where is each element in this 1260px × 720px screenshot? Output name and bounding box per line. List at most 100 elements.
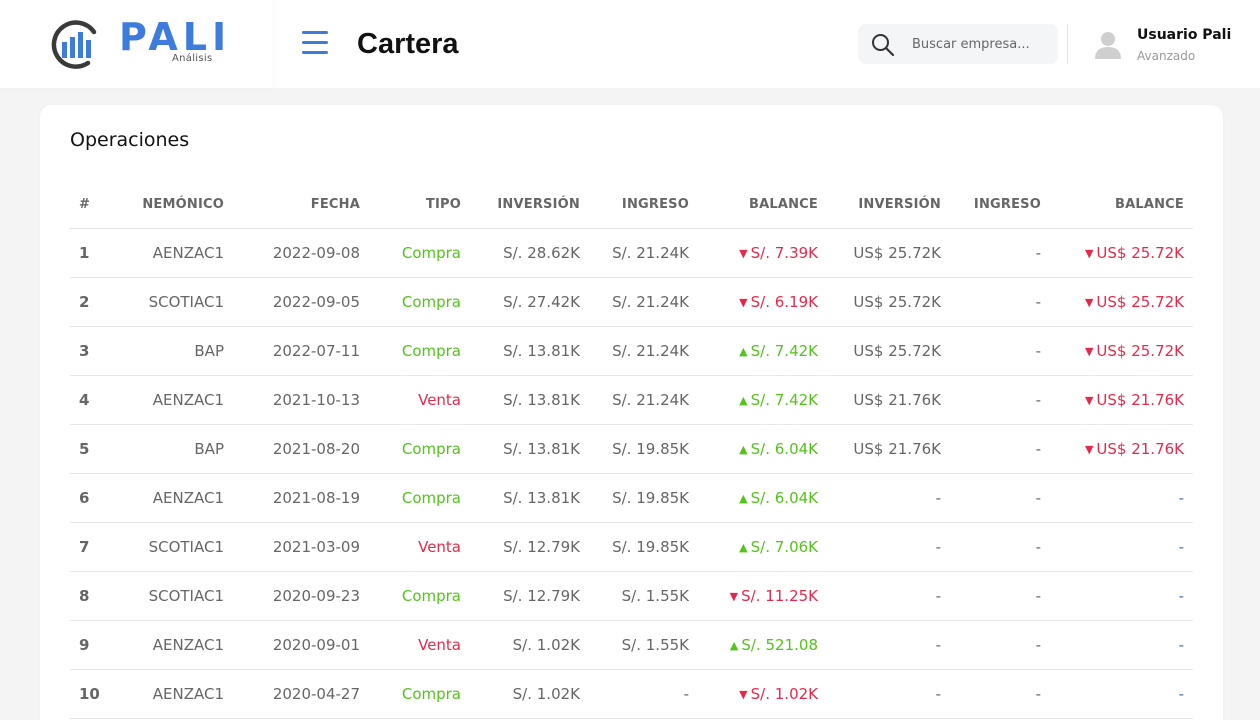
user-name[interactable]: Usuario Pali <box>1137 27 1232 43</box>
caret-down-icon: ▼ <box>739 295 748 309</box>
caret-down-icon: ▼ <box>1084 344 1094 358</box>
table-row[interactable]: 9 AENZAC1 2020-09-01 Venta S/. 1.02K S/. 1.55… <box>70 620 1193 670</box>
row-number: 8 <box>70 571 120 621</box>
balance-value: US$ 21.76K <box>1096 390 1184 409</box>
date-cell: 2021-03-09 <box>233 522 369 572</box>
row-number: 7 <box>70 522 120 572</box>
date-cell: 2021-08-20 <box>233 424 369 474</box>
nemonico-cell: SCOTIAC1 <box>120 277 233 327</box>
balance-pen-cell: ▲ S/. 6.04K <box>698 424 827 474</box>
table-row[interactable]: 1 AENZAC1 2022-09-08 Compra S/. 28.62K S/. 21… <box>70 228 1193 278</box>
table-row[interactable]: 2 SCOTIAC1 2022-09-05 Compra S/. 27.42K S/. 2… <box>70 277 1193 327</box>
row-number: 4 <box>70 375 120 425</box>
column-header-ingreso-pen[interactable]: INGRESO <box>589 182 698 229</box>
income-pen-cell: S/. 21.24K <box>589 326 698 376</box>
investment-pen-cell: S/. 13.81K <box>470 326 589 376</box>
header-divider <box>1067 24 1068 64</box>
balance-value: - <box>1178 684 1184 703</box>
income-pen-cell: S/. 19.85K <box>589 424 698 474</box>
balance-usd-cell: - <box>1050 522 1193 572</box>
investment-pen-cell: S/. 13.81K <box>470 375 589 425</box>
operation-type-cell: Compra <box>369 277 470 327</box>
investment-pen-cell: S/. 1.02K <box>470 669 589 719</box>
row-number: 1 <box>70 228 120 278</box>
investment-usd-cell: US$ 25.72K <box>827 326 950 376</box>
operation-type-cell: Compra <box>369 424 470 474</box>
balance-usd-cell: ▼ US$ 21.76K <box>1050 424 1193 474</box>
search-input[interactable] <box>912 24 1052 64</box>
brand-logo[interactable]: PALI Análisis <box>0 0 272 88</box>
income-usd-cell: - <box>950 228 1050 278</box>
logo-chart-icon <box>51 20 97 69</box>
column-header-balance-usd[interactable]: BALANCE <box>1050 182 1193 229</box>
balance-usd-cell: - <box>1050 473 1193 523</box>
column-header-inversion-pen[interactable]: INVERSIÓN <box>470 182 589 229</box>
date-cell: 2021-10-13 <box>233 375 369 425</box>
balance-value: US$ 25.72K <box>1096 243 1184 262</box>
search-box[interactable] <box>858 24 1058 64</box>
investment-pen-cell: S/. 28.62K <box>470 228 589 278</box>
caret-up-icon: ▲ <box>739 393 748 407</box>
table-row[interactable]: 5 BAP 2021-08-20 Compra S/. 13.81K S/. 19.85K… <box>70 424 1193 474</box>
hamburger-menu-icon[interactable] <box>302 31 330 57</box>
column-header-number[interactable]: # <box>70 182 120 229</box>
caret-up-icon: ▲ <box>729 638 739 652</box>
column-header-inversion-usd[interactable]: INVERSIÓN <box>827 182 950 229</box>
column-header-fecha[interactable]: FECHA <box>233 182 369 229</box>
investment-pen-cell: S/. 12.79K <box>470 522 589 572</box>
balance-usd-cell: ▼ US$ 25.72K <box>1050 326 1193 376</box>
investment-usd-cell: US$ 25.72K <box>827 277 950 327</box>
user-avatar-icon[interactable] <box>1092 28 1124 60</box>
caret-down-icon: ▼ <box>1084 442 1094 456</box>
column-header-tipo[interactable]: TIPO <box>369 182 470 229</box>
nemonico-cell: BAP <box>120 424 233 474</box>
operation-type-cell: Venta <box>369 375 470 425</box>
investment-pen-cell: S/. 13.81K <box>470 473 589 523</box>
column-header-nemonico[interactable]: NEMÓNICO <box>120 182 233 229</box>
balance-pen-cell: ▲ S/. 6.04K <box>698 473 827 523</box>
balance-value: S/. 521.08 <box>741 635 818 654</box>
operation-type-cell: Compra <box>369 669 470 719</box>
balance-value: US$ 21.76K <box>1096 439 1184 458</box>
table-row[interactable]: 10 AENZAC1 2020-04-27 Compra S/. 1.02K - ▼ S/. … <box>70 669 1193 719</box>
income-pen-cell: S/. 19.85K <box>589 473 698 523</box>
balance-value: S/. 7.42K <box>750 390 818 409</box>
income-usd-cell: - <box>950 375 1050 425</box>
brand-subtitle: Análisis <box>172 53 213 64</box>
page-title: Cartera <box>357 28 459 60</box>
row-number: 3 <box>70 326 120 376</box>
top-header: PALI Análisis Cartera Usuario Pali Avanz… <box>0 0 1260 88</box>
caret-up-icon: ▲ <box>739 442 748 456</box>
table-row[interactable]: 8 SCOTIAC1 2020-09-23 Compra S/. 12.79K S/. 1… <box>70 571 1193 621</box>
operation-type-cell: Compra <box>369 326 470 376</box>
balance-usd-cell: ▼ US$ 25.72K <box>1050 228 1193 278</box>
row-number: 6 <box>70 473 120 523</box>
date-cell: 2022-09-08 <box>233 228 369 278</box>
investment-usd-cell: - <box>827 522 950 572</box>
date-cell: 2020-04-27 <box>233 669 369 719</box>
balance-value: - <box>1178 635 1184 654</box>
balance-value: S/. 7.42K <box>750 341 818 360</box>
table-row[interactable]: 4 AENZAC1 2021-10-13 Venta S/. 13.81K S/. 21.… <box>70 375 1193 425</box>
investment-pen-cell: S/. 12.79K <box>470 571 589 621</box>
balance-pen-cell: ▲ S/. 7.06K <box>698 522 827 572</box>
column-header-ingreso-usd[interactable]: INGRESO <box>950 182 1050 229</box>
table-row[interactable]: 3 BAP 2022-07-11 Compra S/. 13.81K S/. 21.24K… <box>70 326 1193 376</box>
balance-value: S/. 6.19K <box>750 292 818 311</box>
balance-value: - <box>1178 537 1184 556</box>
row-number: 10 <box>70 669 120 719</box>
balance-value: S/. 7.39K <box>750 243 818 262</box>
column-header-balance-pen[interactable]: BALANCE <box>698 182 827 229</box>
table-header-row: # NEMÓNICO FECHA TIPO INVERSIÓN INGRESO … <box>70 182 1193 229</box>
nemonico-cell: AENZAC1 <box>120 669 233 719</box>
search-icon[interactable] <box>870 32 896 58</box>
table-row[interactable]: 6 AENZAC1 2021-08-19 Compra S/. 13.81K S/. 19… <box>70 473 1193 523</box>
brand-name: PALI <box>119 15 232 59</box>
income-usd-cell: - <box>950 424 1050 474</box>
table-row[interactable]: 7 SCOTIAC1 2021-03-09 Venta S/. 12.79K S/. 19… <box>70 522 1193 572</box>
income-pen-cell: S/. 21.24K <box>589 228 698 278</box>
balance-usd-cell: ▼ US$ 21.76K <box>1050 375 1193 425</box>
operations-title: Operaciones <box>70 129 190 151</box>
nemonico-cell: BAP <box>120 326 233 376</box>
balance-usd-cell: ▼ US$ 25.72K <box>1050 277 1193 327</box>
